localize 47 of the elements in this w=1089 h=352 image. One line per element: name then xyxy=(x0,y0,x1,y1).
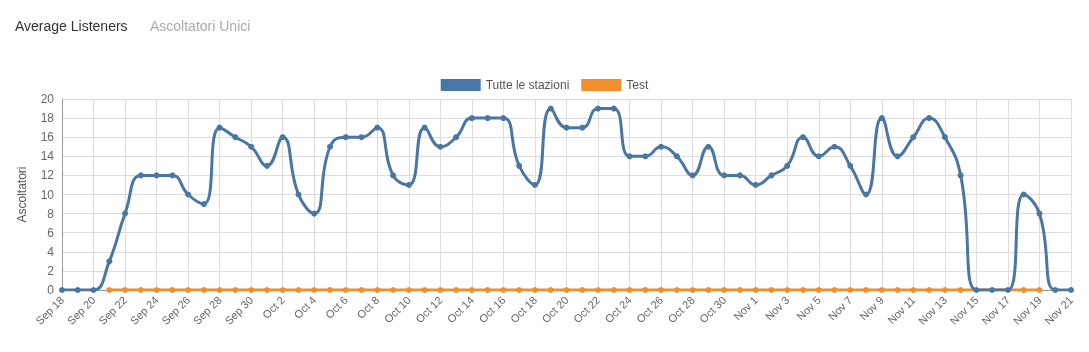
y-axis-title: Ascoltatori xyxy=(15,166,29,223)
y-tick-label: 14 xyxy=(40,149,55,164)
y-tick-label: 12 xyxy=(40,168,55,183)
x-tick-label: Sep 22 xyxy=(96,293,130,327)
x-tick-label: Sep 24 xyxy=(127,293,161,327)
x-tick-label: Oct 10 xyxy=(381,293,414,326)
x-tick-label: Oct 2 xyxy=(259,293,287,321)
x-tick-label: Nov 1 xyxy=(731,293,760,323)
x-tick-label: Nov 15 xyxy=(947,293,981,327)
x-tick-label: Sep 28 xyxy=(190,293,224,327)
y-tick-label: 16 xyxy=(40,130,55,145)
x-tick-label: Oct 30 xyxy=(697,293,729,326)
x-tick-label: Nov 9 xyxy=(857,293,887,323)
y-tick-label: 20 xyxy=(40,92,55,106)
x-tick-label: Nov 11 xyxy=(885,293,918,327)
legend-label: Tutte le stazioni xyxy=(485,78,570,92)
x-tick-label: Oct 12 xyxy=(413,293,445,326)
x-tick-label: Sep 30 xyxy=(222,293,256,327)
x-tick-label: Oct 18 xyxy=(507,293,540,326)
x-tick-label: Nov 7 xyxy=(825,293,855,323)
x-tick-label: Sep 26 xyxy=(159,293,193,327)
y-tick-label: 2 xyxy=(47,263,55,278)
x-tick-label: Oct 26 xyxy=(633,293,666,326)
x-tick-label: Nov 19 xyxy=(1010,293,1044,327)
x-tick-label: Oct 20 xyxy=(539,293,571,326)
x-tick-label: Nov 21 xyxy=(1042,293,1076,327)
x-tick-label: Oct 22 xyxy=(570,293,603,326)
x-tick-label: Oct 28 xyxy=(665,293,697,326)
x-tick-label: Nov 3 xyxy=(762,293,792,323)
x-tick-label: Nov 5 xyxy=(794,293,823,323)
x-tick-label: Oct 6 xyxy=(322,293,351,321)
chart-title: Average Listeners xyxy=(15,18,128,34)
y-tick-label: 6 xyxy=(47,225,55,240)
x-tick-label: Oct 4 xyxy=(291,293,319,321)
y-tick-label: 10 xyxy=(40,187,55,202)
chart-subtitle: Ascoltatori Unici xyxy=(150,18,251,34)
y-tick-label: 4 xyxy=(47,244,55,259)
x-tick-label: Oct 8 xyxy=(354,293,382,321)
x-tick-label: Sep 20 xyxy=(64,293,98,327)
x-tick-label: Nov 13 xyxy=(916,293,950,327)
x-tick-label: Nov 17 xyxy=(979,293,1013,327)
x-tick-label: Oct 14 xyxy=(444,293,477,326)
y-tick-label: 18 xyxy=(40,111,55,126)
x-tick-label: Oct 24 xyxy=(602,293,634,326)
legend-label: Test xyxy=(626,78,649,92)
x-tick-label: Oct 16 xyxy=(476,293,508,326)
y-tick-label: 8 xyxy=(47,206,55,221)
